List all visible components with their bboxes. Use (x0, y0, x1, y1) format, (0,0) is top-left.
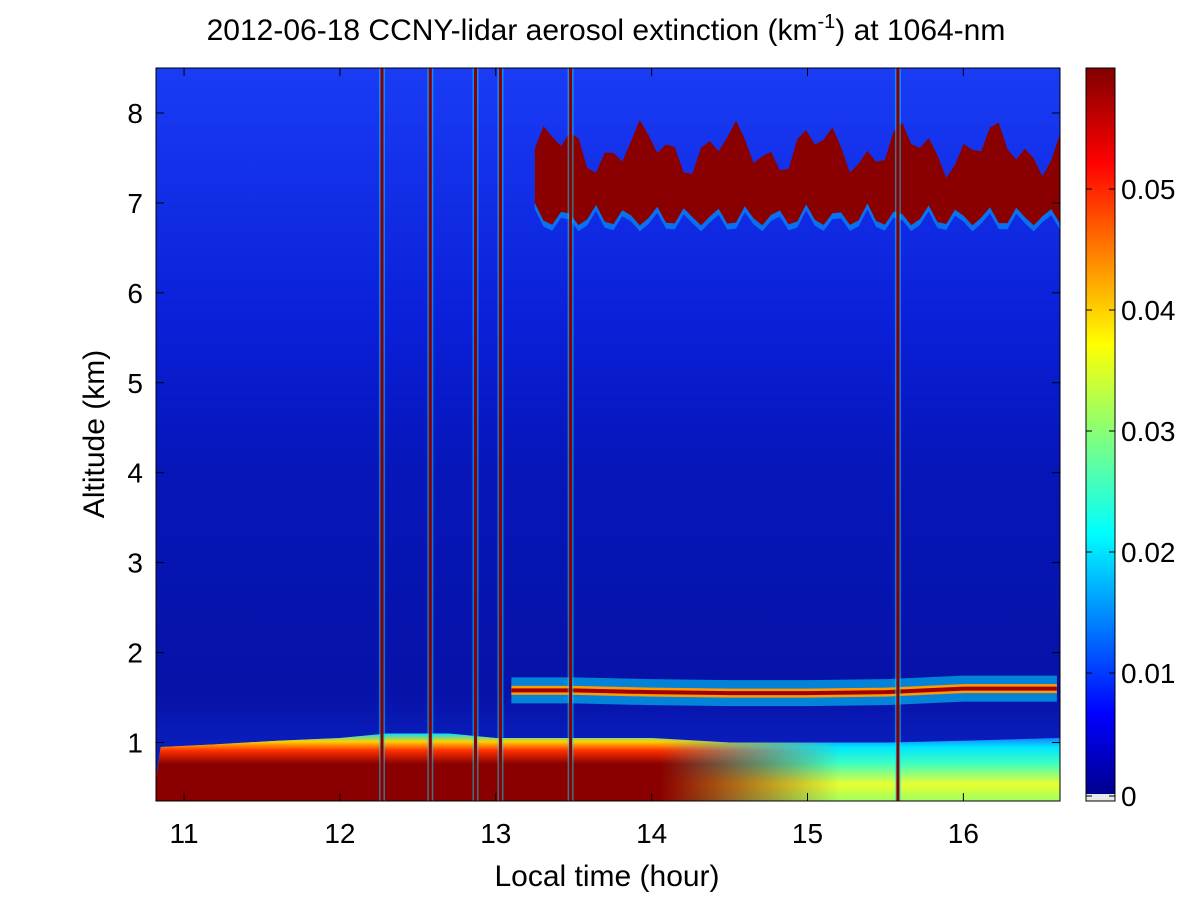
colorbar-zero-swatch (1086, 794, 1115, 801)
x-axis: 11 12 13 14 15 16 (170, 68, 979, 849)
boundary-layer (156, 733, 1060, 801)
x-tick-label: 13 (480, 818, 511, 849)
heatmap-area (156, 68, 1060, 801)
x-axis-label: Local time (hour) (494, 860, 719, 893)
y-tick-label: 4 (127, 458, 143, 489)
y-tick-label: 2 (127, 638, 143, 669)
colorbar: 0 0.01 0.02 0.03 0.04 0.05 (1085, 67, 1176, 812)
colorbar-tick-label: 0.04 (1121, 295, 1176, 326)
y-tick-label: 1 (127, 728, 143, 759)
streak-core (380, 68, 384, 801)
y-tick-label: 6 (127, 278, 143, 309)
elevated-aerosol-layer (511, 675, 1057, 707)
colorbar-tick-label: 0.05 (1121, 174, 1176, 205)
colorbar-tick-label: 0.03 (1121, 416, 1176, 447)
colorbar-tick-label: 0.02 (1121, 537, 1176, 568)
y-tick-label: 5 (127, 368, 143, 399)
y-tick-label: 7 (127, 188, 143, 219)
y-axis: 1 2 3 4 5 6 7 8 (127, 98, 1060, 759)
x-tick-label: 14 (636, 818, 667, 849)
x-tick-label: 12 (324, 818, 355, 849)
y-tick-label: 3 (127, 548, 143, 579)
streak-core (569, 68, 573, 801)
x-tick-label: 15 (792, 818, 823, 849)
streak-core (498, 68, 502, 801)
streak-core (896, 68, 900, 801)
chart-title: 2012-06-18 CCNY-lidar aerosol extinction… (207, 11, 1006, 47)
chart-title-sup: -1 (817, 11, 835, 33)
cirrus-cloud-layer (534, 119, 1060, 232)
low-cloud-streaks (379, 68, 901, 801)
x-tick-label: 16 (948, 818, 979, 849)
x-tick-label: 11 (170, 818, 199, 849)
cloud-layer-core (534, 119, 1060, 226)
colorbar-tick-label: 0 (1121, 781, 1137, 812)
plot-frame (155, 67, 1061, 802)
y-axis-label: Altitude (km) (78, 350, 111, 518)
elevated-layer-core (511, 686, 1057, 696)
streak-core (428, 68, 432, 801)
chart-title-main: 2012-06-18 CCNY-lidar aerosol extinction… (207, 14, 818, 47)
boundary-layer-dense-part (156, 733, 1060, 801)
y-tick-label: 8 (127, 98, 143, 129)
chart-title-tail: ) at 1064-nm (835, 14, 1005, 47)
colorbar-frame (1085, 67, 1116, 802)
streak-core (474, 68, 478, 801)
colorbar-tick-label: 0.01 (1121, 658, 1176, 689)
